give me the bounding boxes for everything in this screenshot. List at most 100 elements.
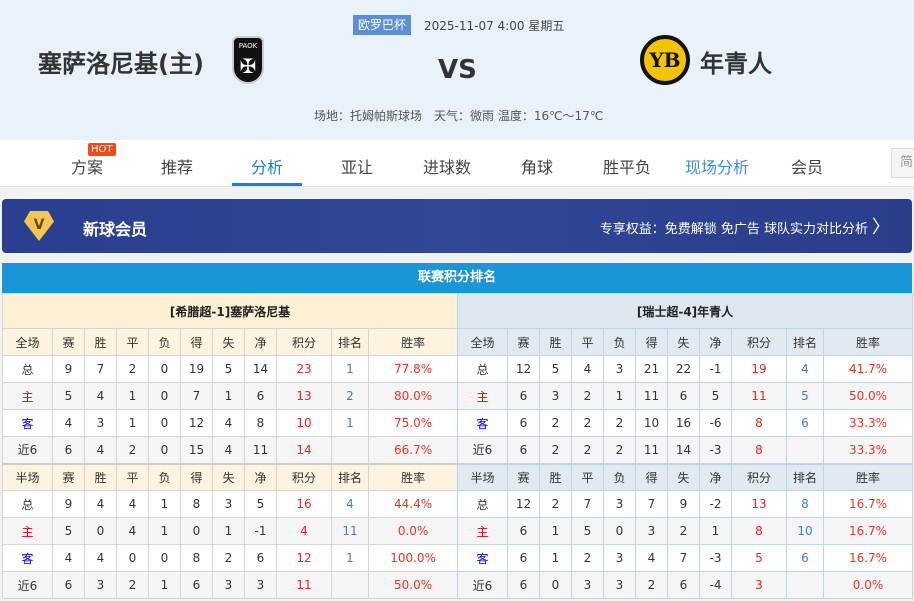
col-header-goal-diff: 净 bbox=[699, 462, 732, 491]
cell-rank: 2 bbox=[331, 382, 369, 410]
tab-live-analysis[interactable]: 现场分析 bbox=[685, 158, 750, 177]
cell-win-rate: 44.4% bbox=[367, 490, 459, 518]
table-row: 近6 6 3 2 1 6 3 3 11 50.0% bbox=[2, 571, 459, 599]
cell-played: 6 bbox=[507, 382, 540, 410]
col-header-points: 积分 bbox=[276, 328, 332, 356]
tab-corners[interactable]: 角球 bbox=[521, 158, 554, 177]
tab-asian-handicap[interactable]: 亚让 bbox=[341, 158, 374, 177]
diamond-v-icon: V bbox=[24, 211, 54, 241]
cell-loss: 3 bbox=[603, 571, 636, 599]
cell-draw: 1 bbox=[116, 409, 149, 437]
league-badge[interactable]: 欧罗巴杯 bbox=[353, 15, 411, 35]
cell-loss: 0 bbox=[148, 382, 181, 410]
table-row: 总 9 7 2 0 19 5 14 23 1 77.8% bbox=[2, 355, 459, 383]
cell-draw: 2 bbox=[571, 382, 604, 410]
cell-label: 主 bbox=[2, 382, 53, 410]
cell-draw: 2 bbox=[571, 409, 604, 437]
banner-title: 新球会员 bbox=[83, 220, 148, 239]
cell-rank bbox=[786, 436, 824, 464]
tab-member[interactable]: 会员 bbox=[791, 158, 824, 177]
language-toggle[interactable]: 简 bbox=[891, 148, 914, 178]
cell-rank: 6 bbox=[786, 409, 824, 437]
col-header-win-rate: 胜率 bbox=[822, 328, 914, 356]
away-team-logo[interactable]: YB bbox=[640, 35, 690, 85]
cell-loss: 3 bbox=[603, 490, 636, 518]
cell-goals-for: 12 bbox=[180, 409, 213, 437]
col-header-goals-against: 失 bbox=[667, 328, 700, 356]
table-row: 总 9 4 4 1 8 3 5 16 4 44.4% bbox=[2, 490, 459, 518]
cell-loss: 2 bbox=[603, 436, 636, 464]
cell-goals-against: 4 bbox=[212, 436, 245, 464]
cell-label: 客 bbox=[457, 409, 508, 437]
tab-goals[interactable]: 进球数 bbox=[423, 158, 472, 177]
table-row: 客 6 2 2 2 10 16 -6 8 6 33.3% bbox=[457, 409, 914, 437]
col-header-win: 胜 bbox=[539, 462, 572, 491]
cell-win: 4 bbox=[84, 544, 117, 572]
home-team-logo[interactable]: PAOK ✠ bbox=[232, 36, 264, 84]
tab-plan[interactable]: 方案 bbox=[71, 158, 104, 177]
cell-loss: 0 bbox=[148, 355, 181, 383]
cell-played: 5 bbox=[52, 517, 85, 545]
col-header-label: 全场 bbox=[2, 328, 53, 356]
home-team-name[interactable]: 塞萨洛尼基(主) bbox=[38, 50, 204, 78]
cell-played: 4 bbox=[52, 544, 85, 572]
cell-draw: 2 bbox=[571, 544, 604, 572]
cell-goals-for: 4 bbox=[635, 544, 668, 572]
cell-goals-against: 22 bbox=[667, 355, 700, 383]
cell-draw: 2 bbox=[571, 436, 604, 464]
away-team-name[interactable]: 年青人 bbox=[700, 50, 772, 78]
cell-goals-for: 21 bbox=[635, 355, 668, 383]
cell-loss: 1 bbox=[148, 490, 181, 518]
cell-rank: 10 bbox=[786, 517, 824, 545]
cell-goals-against: 2 bbox=[212, 544, 245, 572]
cell-win-rate: 16.7% bbox=[822, 517, 914, 545]
cell-goals-against: 6 bbox=[667, 382, 700, 410]
tab-1x2[interactable]: 胜平负 bbox=[603, 158, 652, 177]
col-header-goal-diff: 净 bbox=[244, 462, 277, 491]
col-header-goals-against: 失 bbox=[212, 328, 245, 356]
cell-win: 3 bbox=[539, 382, 572, 410]
col-header-played: 赛 bbox=[507, 328, 540, 356]
cell-goal-diff: 1 bbox=[699, 517, 732, 545]
cell-points: 8 bbox=[731, 409, 787, 437]
cell-win: 3 bbox=[84, 409, 117, 437]
cell-draw: 4 bbox=[571, 355, 604, 383]
cell-goals-against: 9 bbox=[667, 490, 700, 518]
cell-goals-for: 15 bbox=[180, 436, 213, 464]
venue-weather: 场地：托姆帕斯球场 天气：微雨 温度：16℃～17℃ bbox=[314, 109, 604, 123]
cell-rank: 1 bbox=[331, 544, 369, 572]
cell-points: 8 bbox=[731, 517, 787, 545]
cell-draw: 3 bbox=[571, 571, 604, 599]
cell-goals-for: 6 bbox=[180, 571, 213, 599]
match-header: 欧罗巴杯 2025-11-07 4:00 星期五 塞萨洛尼基(主) PAOK ✠ … bbox=[0, 0, 914, 140]
table-row: 主 5 4 1 0 7 1 6 13 2 80.0% bbox=[2, 382, 459, 410]
cell-win: 4 bbox=[84, 436, 117, 464]
tab-analysis[interactable]: 分析 bbox=[251, 158, 284, 177]
cell-points: 5 bbox=[731, 544, 787, 572]
col-header-draw: 平 bbox=[571, 462, 604, 491]
cell-played: 12 bbox=[507, 355, 540, 383]
cell-win-rate: 77.8% bbox=[367, 355, 459, 383]
cell-goal-diff: -2 bbox=[699, 490, 732, 518]
active-tab-indicator bbox=[232, 183, 302, 186]
col-header-loss: 负 bbox=[603, 462, 636, 491]
cell-label: 总 bbox=[2, 490, 53, 518]
tab-bar: 方案 HOT 推荐 分析 亚让 进球数 角球 胜平负 现场分析 会员 简 bbox=[0, 140, 914, 187]
cell-goals-for: 19 bbox=[180, 355, 213, 383]
cell-rank: 11 bbox=[331, 517, 369, 545]
member-banner[interactable]: V 新球会员 专享权益：免费解锁 免广告 球队实力对比分析 〉 bbox=[2, 199, 912, 253]
cell-goals-for: 7 bbox=[180, 382, 213, 410]
cell-draw: 2 bbox=[116, 571, 149, 599]
cell-goals-against: 3 bbox=[212, 571, 245, 599]
cell-label: 总 bbox=[457, 490, 508, 518]
cell-win: 2 bbox=[539, 436, 572, 464]
cell-goal-diff: -1 bbox=[699, 355, 732, 383]
cell-rank: 5 bbox=[786, 382, 824, 410]
cell-goal-diff: 5 bbox=[244, 490, 277, 518]
cell-loss: 2 bbox=[603, 409, 636, 437]
cell-points: 11 bbox=[276, 571, 332, 599]
cell-draw: 1 bbox=[116, 382, 149, 410]
tab-recommend[interactable]: 推荐 bbox=[161, 158, 194, 177]
cell-loss: 0 bbox=[603, 517, 636, 545]
cell-label: 总 bbox=[2, 355, 53, 383]
